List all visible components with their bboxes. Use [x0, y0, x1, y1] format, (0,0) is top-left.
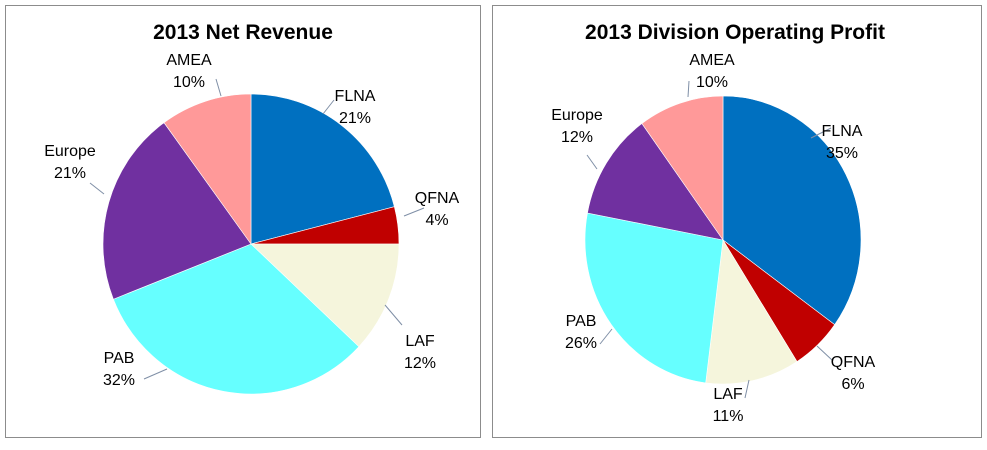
slice-label-name: LAF: [405, 333, 435, 350]
slice-label-name: AMEA: [689, 52, 735, 69]
leader-line-pab: [143, 368, 168, 380]
leader-line-amea: [687, 80, 690, 98]
pie-slices: [584, 95, 862, 385]
slice-label-percent: 26%: [565, 335, 597, 352]
data-labels: FLNA 35% QFNA 6% LAF 11% PAB 26% Europe 12% AMEA 10…: [551, 52, 875, 425]
slice-label-percent: 10%: [696, 74, 728, 91]
slice-label-name: QFNA: [415, 190, 460, 207]
slice-label-name: PAB: [566, 313, 597, 330]
slice-label-percent: 6%: [841, 376, 864, 393]
leader-lines: [89, 78, 425, 380]
pie-slice-europe: [587, 123, 724, 241]
leader-line-flna: [322, 99, 335, 115]
leader-line-europe: [586, 154, 598, 170]
slice-label-name: FLNA: [335, 88, 376, 105]
pie-slice-laf: [705, 239, 798, 385]
data-labels: FLNA 21% QFNA 4% LAF 12% PAB 32% Europe 21% AMEA 10…: [44, 52, 459, 389]
pie-slice-amea: [163, 93, 252, 245]
leader-line-flna: [810, 127, 832, 139]
pie-slice-pab: [113, 243, 360, 395]
leader-line-laf: [384, 304, 403, 326]
slice-label-percent: 32%: [103, 372, 135, 389]
pie-slices: [102, 93, 400, 395]
slice-label-percent: 12%: [404, 355, 436, 372]
slice-label-name: QFNA: [831, 354, 876, 371]
leader-line-pab: [599, 328, 613, 345]
slice-label-percent: 11%: [713, 408, 744, 425]
slice-label-name: Europe: [44, 143, 96, 160]
chart-title: 2013 Division Operating Profit: [585, 21, 885, 44]
slice-label-percent: 35%: [826, 145, 858, 162]
pie-slice-europe: [102, 122, 252, 300]
slice-label-percent: 12%: [561, 129, 593, 146]
slice-label-percent: 21%: [339, 110, 371, 127]
slice-label-name: FLNA: [822, 123, 863, 140]
pie-slice-laf: [250, 243, 400, 348]
pie-slice-amea: [641, 95, 724, 241]
slice-label-name: AMEA: [166, 52, 212, 69]
slice-label-name: Europe: [551, 107, 603, 124]
slice-label-percent: 10%: [173, 74, 205, 91]
leader-line-laf: [744, 379, 750, 399]
leader-line-qfna: [816, 345, 833, 361]
leader-line-qfna: [403, 207, 425, 217]
slice-label-name: LAF: [713, 386, 743, 403]
pie-slice-pab: [584, 212, 724, 384]
net-revenue-pie-chart: 2013 Net Revenue FLNA 21% QFNA 4% LAF 12% PAB 3…: [44, 21, 460, 395]
leader-line-amea: [215, 78, 222, 97]
chart-title: 2013 Net Revenue: [153, 21, 333, 44]
pie-slice-flna: [722, 95, 862, 326]
slice-label-percent: 4%: [425, 212, 448, 229]
leader-line-europe: [89, 182, 105, 195]
leader-lines: [586, 80, 833, 399]
slice-label-name: PAB: [104, 350, 135, 367]
operating-profit-pie-chart: 2013 Division Operating Profit FLNA 35% QF…: [551, 21, 885, 425]
pie-slice-flna: [250, 93, 395, 245]
slice-label-percent: 21%: [54, 165, 86, 182]
